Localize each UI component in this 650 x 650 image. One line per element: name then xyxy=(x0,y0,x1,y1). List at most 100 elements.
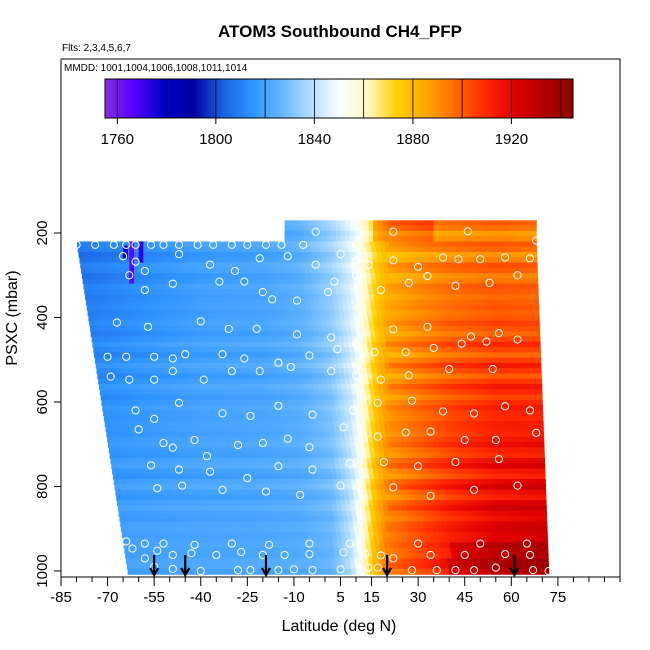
heatmap-cell xyxy=(202,273,209,280)
heatmap-cell xyxy=(395,310,401,316)
heatmap-cell xyxy=(238,473,244,480)
heatmap-cell xyxy=(350,442,356,449)
heatmap-cell xyxy=(400,283,406,290)
heatmap-cell xyxy=(172,315,178,322)
heatmap-cell xyxy=(202,331,208,338)
heatmap-cell xyxy=(94,262,100,269)
heatmap-cell xyxy=(384,304,391,311)
heatmap-cell xyxy=(407,331,413,338)
heatmap-cell xyxy=(484,230,491,237)
heatmap-cell xyxy=(377,494,383,501)
heatmap-cell xyxy=(299,352,305,359)
heatmap-cell xyxy=(116,500,123,507)
heatmap-cell xyxy=(302,283,308,290)
heatmap-cell xyxy=(355,357,362,364)
heatmap-cell xyxy=(186,500,193,507)
heatmap-cell xyxy=(389,452,395,459)
heatmap-cell xyxy=(383,357,389,364)
heatmap-cell xyxy=(126,320,132,327)
heatmap-cell xyxy=(448,415,454,422)
heatmap-cell xyxy=(187,320,193,327)
heatmap-cell xyxy=(511,373,518,380)
heatmap-cell xyxy=(473,336,479,343)
heatmap-cell xyxy=(112,473,119,480)
heatmap-cell xyxy=(534,310,540,316)
heatmap-cell xyxy=(365,267,371,274)
heatmap-cell xyxy=(442,463,448,470)
heatmap-cell xyxy=(249,331,255,338)
heatmap-cell xyxy=(293,405,299,412)
heatmap-cell xyxy=(232,431,238,438)
heatmap-cell xyxy=(313,357,320,364)
heatmap-cell xyxy=(221,304,228,311)
heatmap-cell xyxy=(212,241,218,248)
heatmap-cell xyxy=(457,410,463,417)
heatmap-cell xyxy=(498,225,505,232)
heatmap-cell xyxy=(469,463,476,470)
heatmap-cell xyxy=(94,352,100,359)
heatmap-cell xyxy=(485,352,491,359)
heatmap-cell xyxy=(106,341,112,348)
heatmap-cell xyxy=(319,426,326,433)
heatmap-cell xyxy=(145,325,152,332)
heatmap-cell xyxy=(542,452,545,459)
heatmap-cell xyxy=(468,362,474,369)
heatmap-cell xyxy=(276,299,283,306)
heatmap-cell xyxy=(171,310,177,316)
heatmap-cell xyxy=(460,489,466,496)
heatmap-cell xyxy=(466,225,472,232)
heatmap-cell xyxy=(324,489,331,496)
heatmap-cell xyxy=(363,500,370,507)
heatmap-cell xyxy=(465,431,471,438)
heatmap-cell xyxy=(466,352,473,359)
heatmap-cell xyxy=(503,378,509,385)
heatmap-cell xyxy=(376,399,382,406)
heatmap-cell xyxy=(202,479,208,485)
heatmap-cell xyxy=(523,479,529,485)
heatmap-cell xyxy=(190,310,196,316)
heatmap-cell xyxy=(372,494,378,501)
heatmap-cell xyxy=(333,452,339,459)
heatmap-cell xyxy=(143,463,150,470)
heatmap-cell xyxy=(120,315,127,322)
heatmap-cell xyxy=(434,357,441,364)
heatmap-cell xyxy=(397,473,403,480)
heatmap-cell xyxy=(418,494,425,501)
heatmap-cell xyxy=(375,394,381,401)
heatmap-cell xyxy=(535,257,538,264)
heatmap-cell xyxy=(387,384,394,390)
heatmap-cell xyxy=(200,257,206,264)
heatmap-cell xyxy=(128,421,134,427)
heatmap-cell xyxy=(285,294,291,301)
heatmap-cell xyxy=(492,426,498,433)
heatmap-cell xyxy=(302,257,309,264)
heatmap-cell xyxy=(504,473,510,480)
heatmap-cell xyxy=(289,442,295,449)
heatmap-cell xyxy=(534,246,538,253)
heatmap-cell xyxy=(414,373,420,380)
heatmap-cell xyxy=(434,325,440,332)
heatmap-cell xyxy=(390,278,396,285)
heatmap-cell xyxy=(239,325,245,332)
heatmap-cell xyxy=(233,500,239,507)
heatmap-cell xyxy=(523,357,529,364)
heatmap-cell xyxy=(523,267,529,274)
heatmap-cell xyxy=(489,442,496,449)
heatmap-cell xyxy=(211,325,217,332)
heatmap-cell xyxy=(123,299,129,306)
heatmap-cell xyxy=(101,252,108,258)
heatmap-cell xyxy=(109,389,115,396)
heatmap-cell xyxy=(116,288,123,295)
heatmap-cell xyxy=(327,415,333,422)
heatmap-cell xyxy=(446,310,452,316)
heatmap-cell xyxy=(395,405,402,412)
heatmap-cell xyxy=(454,241,460,248)
heatmap-cell xyxy=(524,484,530,491)
heatmap-cell xyxy=(256,405,262,412)
heatmap-cell xyxy=(317,384,324,390)
heatmap-cell xyxy=(303,468,309,475)
heatmap-cell xyxy=(118,357,124,364)
heatmap-cell xyxy=(435,484,442,491)
heatmap-cell xyxy=(388,331,395,338)
heatmap-cell xyxy=(167,315,173,322)
